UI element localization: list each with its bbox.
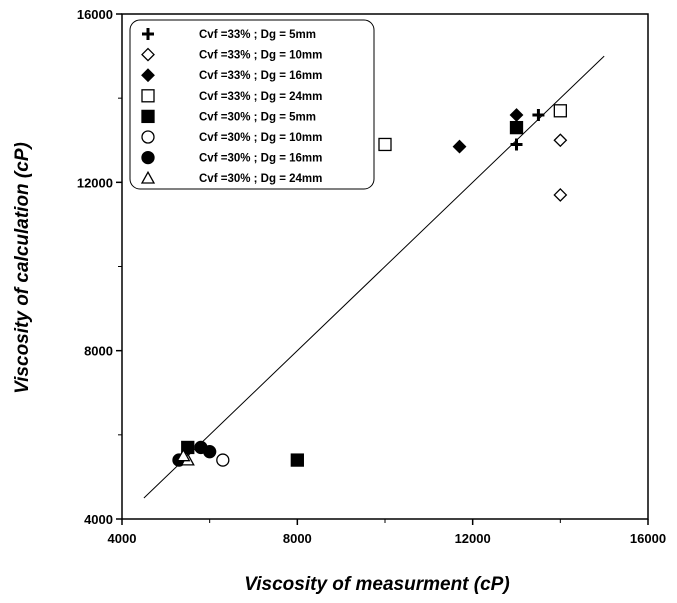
legend-symbol-diamond-open (141, 47, 155, 62)
legend-label: Cvf =30% ; Dg = 24mm (199, 173, 322, 185)
y-tick-label: 4000 (84, 512, 113, 527)
legend-entries: Cvf =33% ; Dg = 5mm Cvf =33% ; Dg = 10mm C… (140, 28, 322, 185)
data-points (172, 104, 568, 467)
legend-label: Cvf =33% ; Dg = 24mm (199, 91, 322, 103)
legend-symbol-circle-filled (141, 150, 155, 165)
y-axis-title: Viscosity of calculation (cP) (12, 142, 33, 394)
legend-symbol-plus (142, 28, 154, 40)
data-point-square-filled (290, 453, 304, 467)
legend-label: Cvf =33% ; Dg = 5mm (199, 29, 316, 41)
x-tick-label: 4000 (108, 531, 137, 546)
legend-symbol-diamond-filled (141, 68, 155, 83)
legend-label: Cvf =30% ; Dg = 5mm (199, 111, 316, 123)
x-tick-label: 8000 (283, 531, 312, 546)
data-point-square-open (378, 137, 392, 152)
data-point-diamond-open (553, 188, 568, 202)
x-tick-label: 12000 (455, 531, 491, 546)
data-point-plus (510, 138, 523, 151)
legend: Cvf =33% ; Dg = 5mm Cvf =33% ; Dg = 10mm C… (129, 19, 375, 190)
data-point-circle-open (216, 453, 230, 467)
legend-label: Cvf =30% ; Dg = 10mm (199, 132, 322, 144)
axis-ticks: 4000 8000 12000 16000 4000 8000 12000 16000 (77, 7, 666, 546)
legend-label: Cvf =30% ; Dg = 16mm (199, 153, 322, 165)
data-point-diamond-open (553, 133, 568, 148)
legend-box (129, 19, 375, 190)
reference-line (143, 55, 605, 499)
data-point-diamond-filled (452, 139, 467, 154)
legend-label: Cvf =33% ; Dg = 10mm (199, 50, 322, 62)
legend-label: Cvf =33% ; Dg = 16mm (199, 70, 322, 82)
y-tick-label: 8000 (84, 344, 113, 359)
x-tick-label: 16000 (630, 531, 666, 546)
legend-symbol-triangle-open (140, 170, 156, 184)
data-point-square-open (553, 104, 567, 118)
y-tick-label: 16000 (77, 7, 113, 22)
legend-symbol-circle-open (141, 130, 155, 144)
y-tick-label: 12000 (77, 175, 113, 190)
legend-symbol-square-open (141, 89, 155, 103)
data-point-square-filled (509, 120, 524, 135)
x-axis-title: Viscosity of measurment (cP) (244, 574, 509, 595)
data-point-triangle-open (176, 448, 191, 462)
legend-symbol-square-filled (141, 109, 155, 124)
data-point-plus (532, 109, 545, 121)
data-point-circle-filled (203, 445, 217, 459)
